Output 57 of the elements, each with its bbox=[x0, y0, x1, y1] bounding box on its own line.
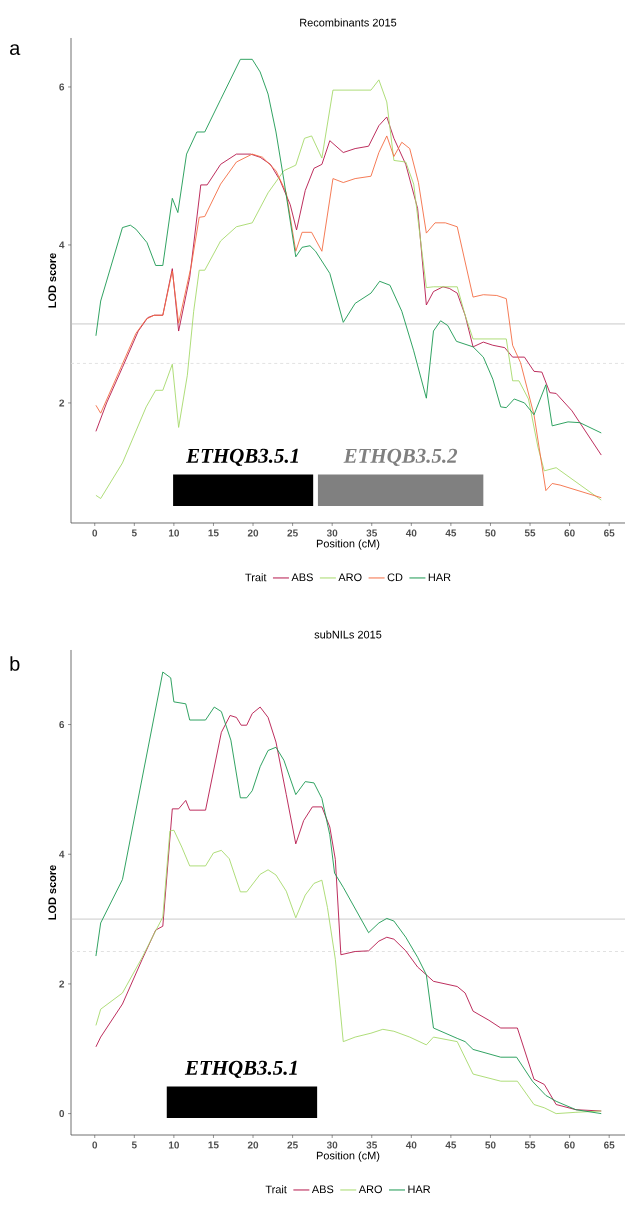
x-tick-label: 5 bbox=[131, 1141, 137, 1149]
x-tick-label: 60 bbox=[564, 1141, 575, 1149]
y-tick-label: 4 bbox=[59, 850, 65, 858]
x-tick-label: 40 bbox=[405, 529, 417, 537]
x-tick-label: 15 bbox=[208, 529, 219, 537]
x-tick-label: 25 bbox=[287, 529, 298, 537]
x-tick-label: 45 bbox=[445, 529, 457, 537]
text: a bbox=[10, 44, 21, 56]
x-tick-label: 30 bbox=[326, 529, 338, 537]
legend-label: HAR bbox=[408, 1185, 431, 1193]
x-tick-label: 0 bbox=[92, 1141, 98, 1149]
x-tick-label: 20 bbox=[247, 1141, 259, 1149]
legend-title: Trait bbox=[265, 1185, 287, 1194]
x-tick-label: 55 bbox=[524, 1141, 536, 1149]
x-tick-label: 5 bbox=[131, 529, 137, 537]
band-label: ETHQB3.5.2 bbox=[343, 448, 458, 467]
x-tick-label: 35 bbox=[366, 529, 378, 537]
text: b bbox=[10, 656, 20, 671]
x-tick-label: 45 bbox=[445, 1141, 457, 1149]
x-tick-label: 35 bbox=[366, 1141, 378, 1149]
x-tick-label: 0 bbox=[92, 529, 98, 537]
legend-title: Trait bbox=[245, 573, 267, 582]
y-tick-label: 6 bbox=[59, 83, 65, 91]
x-tick-label: 25 bbox=[287, 1141, 298, 1149]
legend-label: CD bbox=[387, 573, 403, 582]
x-tick-label: 40 bbox=[405, 1141, 417, 1149]
band-label: ETHQB3.5.1 bbox=[186, 448, 298, 467]
legend-label: ARO bbox=[358, 1185, 382, 1194]
x-axis-title: Position (cM) bbox=[316, 1151, 380, 1162]
x-tick-label: 65 bbox=[603, 529, 615, 537]
x-tick-label: 20 bbox=[247, 529, 259, 537]
y-tick-label: 2 bbox=[59, 399, 65, 407]
legend-label: ARO bbox=[338, 573, 362, 582]
x-tick-label: 10 bbox=[168, 529, 180, 537]
x-axis-title: Position (cM) bbox=[316, 539, 380, 550]
legend-label: ABS bbox=[311, 1185, 334, 1194]
x-tick-label: 30 bbox=[326, 1141, 338, 1149]
chart-title: Recombinants 2015 bbox=[300, 18, 397, 27]
x-tick-label: 50 bbox=[485, 529, 496, 537]
legend-label: HAR bbox=[428, 573, 451, 581]
legend-label: ABS bbox=[291, 573, 313, 582]
band-label: ETHQB3.5.1 bbox=[184, 1060, 297, 1079]
line-series bbox=[95, 829, 602, 1115]
y-tick-label: 0 bbox=[59, 1110, 65, 1118]
x-tick-label: 65 bbox=[603, 1141, 615, 1149]
x-tick-label: 55 bbox=[524, 529, 536, 537]
x-tick-label: 15 bbox=[208, 1141, 219, 1149]
y-axis-title: LOD score bbox=[48, 253, 57, 308]
x-tick-label: 50 bbox=[485, 1141, 496, 1149]
x-tick-label: 60 bbox=[564, 529, 575, 537]
y-tick-label: 6 bbox=[59, 721, 65, 729]
line-series bbox=[95, 58, 602, 434]
y-tick-label: 2 bbox=[59, 980, 65, 988]
chart-title: subNILs 2015 bbox=[314, 630, 382, 639]
x-tick-label: 10 bbox=[168, 1141, 180, 1149]
y-tick-label: 4 bbox=[59, 241, 65, 249]
y-axis-title: LOD score bbox=[48, 865, 57, 920]
